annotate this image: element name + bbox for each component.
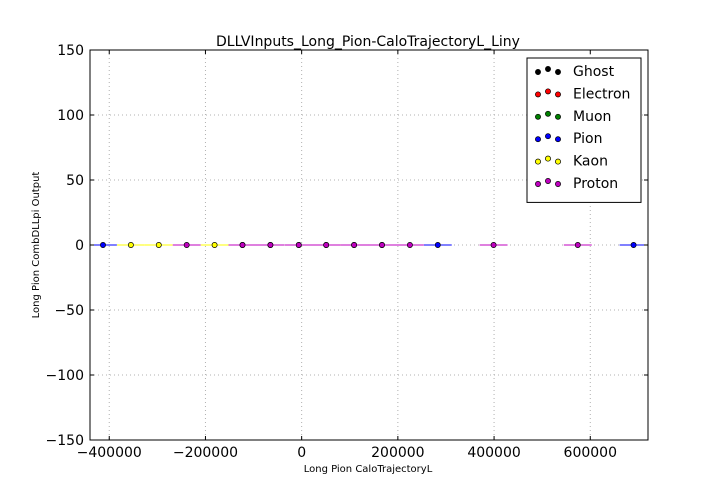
legend-marker bbox=[545, 66, 551, 72]
data-point bbox=[574, 242, 581, 248]
data-point bbox=[100, 242, 106, 248]
x-tick-label: 400000 bbox=[467, 445, 520, 461]
y-tick-label: 0 bbox=[75, 238, 84, 254]
data-point bbox=[630, 242, 637, 248]
legend-entry: Proton bbox=[573, 176, 618, 192]
legend-marker bbox=[535, 158, 541, 165]
data-points bbox=[90, 242, 648, 248]
legend-marker bbox=[545, 155, 551, 162]
legend-marker bbox=[545, 110, 551, 117]
legend-marker bbox=[555, 181, 561, 187]
x-tick-label: −200000 bbox=[173, 445, 238, 461]
y-tick-label: 150 bbox=[57, 43, 84, 59]
data-point bbox=[351, 242, 358, 248]
data-point bbox=[183, 242, 190, 248]
y-tick-label: 50 bbox=[66, 173, 84, 189]
legend-entry: Pion bbox=[573, 131, 602, 147]
data-point bbox=[211, 242, 218, 248]
axis-ticks: −400000 −200000 0 200000 400000 600000 −150 −10… bbox=[46, 43, 648, 461]
y-tick-label: −150 bbox=[46, 433, 84, 449]
data-point bbox=[323, 242, 330, 248]
y-tick-label: −100 bbox=[46, 368, 84, 384]
legend-marker bbox=[545, 133, 551, 140]
legend-marker bbox=[555, 69, 561, 75]
legend-marker bbox=[535, 69, 541, 75]
legend-entry: Ghost bbox=[573, 64, 615, 80]
x-tick-label: 600000 bbox=[564, 445, 617, 461]
y-tick-label: 100 bbox=[57, 108, 84, 124]
data-point bbox=[490, 242, 497, 248]
legend-marker bbox=[555, 136, 561, 143]
legend-box bbox=[526, 57, 642, 203]
legend-marker bbox=[535, 91, 541, 98]
legend-marker bbox=[555, 113, 561, 120]
x-tick-label: −400000 bbox=[77, 445, 142, 461]
y-tick-label: −50 bbox=[54, 303, 84, 319]
legend-entry: Kaon bbox=[573, 154, 608, 170]
legend-marker bbox=[555, 91, 561, 98]
legend-marker bbox=[555, 158, 561, 165]
legend: Ghost Electron Muon Pion Kaon Proton bbox=[526, 57, 642, 203]
x-tick-label: 0 bbox=[297, 445, 306, 461]
data-point bbox=[239, 242, 246, 248]
data-point bbox=[406, 242, 413, 248]
legend-marker bbox=[535, 113, 541, 120]
x-tick-label: 200000 bbox=[371, 445, 424, 461]
data-point bbox=[379, 242, 385, 248]
legend-marker bbox=[545, 88, 551, 95]
data-point bbox=[434, 242, 441, 248]
legend-entry: Muon bbox=[573, 109, 611, 125]
legend-entry: Electron bbox=[573, 86, 630, 102]
legend-marker bbox=[545, 178, 551, 184]
data-point bbox=[295, 242, 302, 248]
data-point bbox=[127, 242, 134, 248]
y-axis-label: Long Pion CombDLLpi Output bbox=[31, 172, 42, 319]
data-point bbox=[267, 242, 274, 248]
chart-title: DLLVInputs_Long_Pion-CaloTrajectoryL_Lin… bbox=[216, 34, 520, 50]
x-axis-label: Long Pion CaloTrajectoryL bbox=[304, 464, 433, 475]
data-point bbox=[155, 242, 162, 248]
legend-marker bbox=[535, 181, 541, 187]
legend-marker bbox=[535, 136, 541, 143]
